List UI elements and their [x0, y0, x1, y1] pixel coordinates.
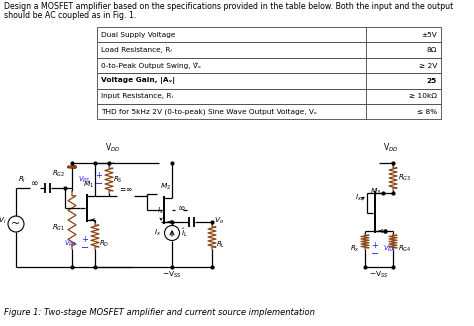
Text: −: −: [371, 249, 379, 259]
Text: R$_x$: R$_x$: [350, 244, 360, 254]
Text: =$\infty$: =$\infty$: [119, 185, 133, 194]
Text: Figure 1: Two-stage MOSFET amplifier and current source implementation: Figure 1: Two-stage MOSFET amplifier and…: [4, 308, 315, 317]
Text: V$_i$: V$_i$: [0, 216, 6, 226]
Text: $\infty$: $\infty$: [177, 203, 186, 213]
Text: ≥ 10kΩ: ≥ 10kΩ: [409, 93, 437, 99]
Text: +: +: [82, 235, 89, 244]
Text: ~: ~: [11, 219, 21, 229]
Text: R$_i$: R$_i$: [18, 175, 26, 185]
Text: 0-to-Peak Output Swing, V̂ₒ: 0-to-Peak Output Swing, V̂ₒ: [101, 62, 201, 69]
Text: I$_x$: I$_x$: [154, 228, 161, 238]
Text: ±5V: ±5V: [421, 32, 437, 38]
Text: +: +: [96, 171, 102, 180]
Bar: [97, 104, 441, 119]
Text: R$_{G3}$: R$_{G3}$: [398, 173, 411, 183]
Text: V$_{RD}$: V$_{RD}$: [64, 238, 77, 249]
Text: V$_{DD}$: V$_{DD}$: [383, 141, 399, 154]
Text: V$_{RX}$: V$_{RX}$: [383, 244, 396, 254]
Text: R$_S$: R$_S$: [113, 174, 123, 185]
Text: R$_D$: R$_D$: [99, 238, 109, 249]
Text: ≤ 8%: ≤ 8%: [417, 109, 437, 115]
Text: $-$V$_{SS}$: $-$V$_{SS}$: [162, 270, 182, 280]
Text: R$_{G2}$: R$_{G2}$: [52, 169, 66, 179]
Text: −: −: [95, 180, 103, 189]
Text: Voltage Gain, |Aᵥ|: Voltage Gain, |Aᵥ|: [101, 77, 175, 84]
Text: I$_x$: I$_x$: [157, 206, 164, 216]
Text: I$_x$: I$_x$: [356, 193, 363, 203]
Text: Input Resistance, Rᵢ: Input Resistance, Rᵢ: [101, 93, 173, 99]
Text: THD for 5kHz 2V (0-to-peak) Sine Wave Output Voltage, Vₒ: THD for 5kHz 2V (0-to-peak) Sine Wave Ou…: [101, 109, 317, 115]
Text: V$_{RS}$: V$_{RS}$: [78, 174, 91, 185]
Bar: [97, 73, 441, 89]
Text: V$_o$: V$_o$: [214, 216, 224, 226]
Text: ≥ 2V: ≥ 2V: [419, 63, 437, 68]
Text: 25: 25: [427, 78, 437, 84]
Bar: [97, 42, 441, 58]
Bar: [97, 27, 441, 42]
Text: $\infty$: $\infty$: [30, 179, 38, 187]
Text: M$_1$: M$_1$: [83, 180, 95, 190]
Text: R$_L$: R$_L$: [216, 239, 225, 250]
Text: 8Ω: 8Ω: [427, 47, 437, 53]
Text: M$_2$: M$_2$: [160, 182, 172, 192]
Text: Load Resistance, Rₗ: Load Resistance, Rₗ: [101, 47, 172, 53]
Text: M$_3$: M$_3$: [370, 187, 382, 197]
Text: R$_{G1}$: R$_{G1}$: [52, 222, 66, 232]
Text: −: −: [81, 244, 89, 254]
Text: $\hat{I}_L$: $\hat{I}_L$: [181, 227, 188, 239]
Text: Design a MOSFET amplifier based on the specifications provided in the table belo: Design a MOSFET amplifier based on the s…: [4, 2, 453, 11]
Text: +: +: [372, 241, 378, 249]
Text: V$_{DD}$: V$_{DD}$: [105, 141, 121, 154]
Bar: [97, 58, 441, 73]
Text: should be AC coupled as in Fig. 1.: should be AC coupled as in Fig. 1.: [4, 11, 137, 20]
Bar: [97, 89, 441, 104]
Text: R$_{G4}$: R$_{G4}$: [398, 244, 411, 254]
Text: Dual Supply Voltage: Dual Supply Voltage: [101, 32, 175, 38]
Text: $-$V$_{SS}$: $-$V$_{SS}$: [369, 270, 389, 280]
